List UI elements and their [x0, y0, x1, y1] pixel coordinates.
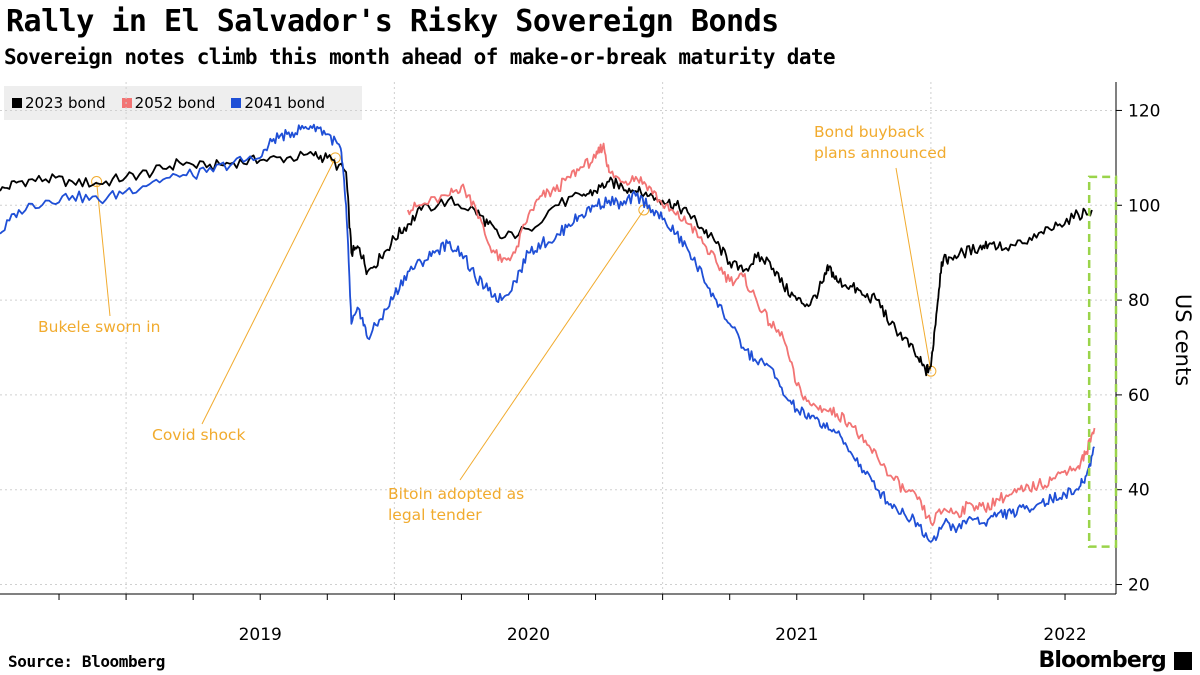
annotation-leader-buyback: [895, 167, 932, 372]
y-tick-label-120: 120: [1128, 101, 1160, 121]
x-tick-label-2020: 2020: [507, 625, 550, 645]
bloomberg-terminal-icon: [1174, 652, 1192, 670]
series-line-2052-bond: [406, 142, 1096, 527]
legend-swatch-2041: [231, 98, 242, 108]
legend-label-2052: 2052 bond: [134, 94, 216, 112]
x-tick-label-2021: 2021: [775, 625, 818, 645]
annotation-text-covid-0: Covid shock: [152, 426, 245, 444]
legend-item-2041: 2041 bond: [231, 94, 325, 112]
y-axis-label: US cents: [1171, 294, 1195, 386]
chart-title: Rally in El Salvador's Risky Sovereign B…: [6, 4, 779, 39]
bloomberg-logo: Bloomberg: [1038, 648, 1166, 673]
y-tick-label-60: 60: [1128, 386, 1150, 406]
source-note: Source: Bloomberg: [8, 652, 165, 671]
chart-legend: 2023 bond 2052 bond 2041 bond: [4, 86, 362, 120]
x-tick-label-2019: 2019: [239, 625, 282, 645]
y-tick-label-20: 20: [1128, 576, 1150, 596]
annotation-leader-covid: [201, 157, 336, 425]
y-tick-label-40: 40: [1128, 481, 1150, 501]
annotation-leader-bitcoin: [459, 209, 645, 481]
annotation-marker-bukele: [91, 176, 103, 188]
annotation-text-bitcoin-0: Bitoin adopted as: [388, 485, 524, 503]
legend-swatch-2052: [121, 98, 132, 108]
annotation-text-bukele-0: Bukele sworn in: [38, 318, 160, 336]
y-tick-label-80: 80: [1128, 291, 1150, 311]
legend-item-2052: 2052 bond: [121, 94, 216, 112]
chart-subtitle: Sovereign notes climb this month ahead o…: [4, 45, 836, 69]
x-tick-label-2022: 2022: [1043, 625, 1086, 645]
annotation-text-buyback-1: plans announced: [814, 144, 947, 162]
series-line-2023-bond: [0, 150, 1093, 377]
y-tick-label-100: 100: [1128, 196, 1160, 216]
annotation-text-bitcoin-1: legal tender: [388, 506, 482, 524]
series-line-2041-bond: [0, 123, 1095, 543]
legend-label-2023: 2023 bond: [25, 94, 106, 112]
legend-item-2023: 2023 bond: [12, 94, 106, 112]
legend-swatch-2023: [12, 98, 22, 108]
highlight-box-rally: [1087, 175, 1118, 548]
annotation-text-buyback-0: Bond buyback: [814, 123, 924, 141]
annotation-leader-bukele: [96, 181, 111, 317]
legend-label-2041: 2041 bond: [244, 94, 326, 112]
